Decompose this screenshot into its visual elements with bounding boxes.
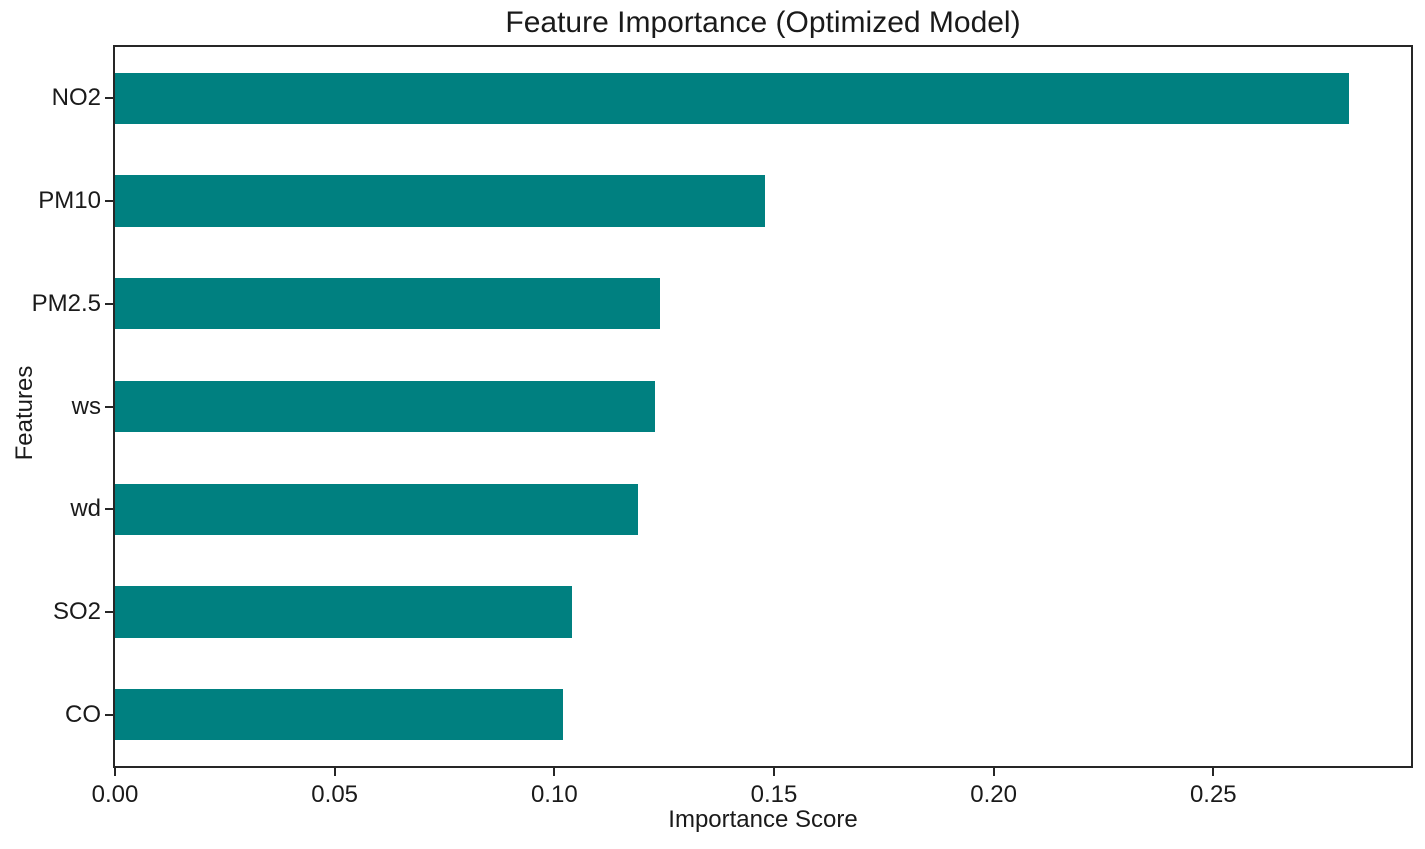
x-tick-mark-0.00 [114,768,116,776]
x-tick-label-0.20: 0.20 [970,781,1017,808]
y-tick-label-PM2.5: PM2.5 [31,289,101,317]
bar-NO2 [115,72,1350,125]
y-tick-mark-SO2 [105,610,113,613]
y-tick-mark-PM2.5 [105,302,113,305]
plot-area [113,45,1413,768]
chart-title: Feature Importance (Optimized Model) [505,6,1021,39]
x-tick-label-0.10: 0.10 [530,781,578,808]
y-tick-label-SO2: SO2 [52,597,101,625]
x-tick-mark-0.25 [1212,768,1215,776]
bar-CO [115,688,564,741]
bar-PM2.5 [115,278,660,330]
x-tick-label-0.25: 0.25 [1189,781,1237,808]
y-tick-mark-NO2 [105,97,113,100]
bar-wd [115,483,638,535]
x-axis-label: Importance Score [668,806,858,833]
x-tick-label-0.00: 0.00 [91,781,139,808]
y-tick-label-CO: CO [65,700,101,728]
x-tick-mark-0.15 [772,768,775,776]
y-tick-label-PM10: PM10 [38,187,101,215]
bar-PM10 [115,175,766,227]
bar-SO2 [115,586,572,638]
y-tick-mark-ws [105,405,113,408]
x-tick-label-0.15: 0.15 [750,781,798,808]
x-tick-label-0.05: 0.05 [311,781,359,808]
bar-ws [115,380,656,433]
y-tick-label-NO2: NO2 [51,84,101,112]
y-tick-mark-wd [105,508,113,511]
y-tick-label-wd: wd [70,495,101,523]
y-tick-label-ws: ws [71,392,101,420]
x-tick-mark-0.10 [553,768,556,776]
y-tick-mark-PM10 [105,200,113,203]
x-tick-mark-0.20 [992,768,995,776]
y-tick-mark-CO [105,713,113,716]
x-tick-mark-0.05 [333,768,336,776]
